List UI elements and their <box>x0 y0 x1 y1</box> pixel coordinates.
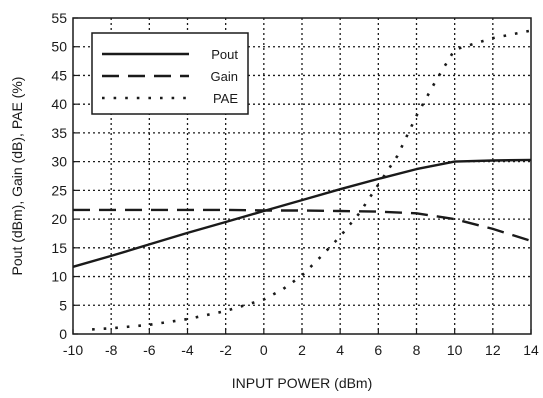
x-tick-label: 8 <box>413 342 421 358</box>
y-tick-label: 30 <box>51 154 67 170</box>
x-tick-label: 10 <box>447 342 463 358</box>
x-tick-label: 12 <box>485 342 501 358</box>
x-tick-label: -10 <box>63 342 83 358</box>
x-tick-label: -4 <box>181 342 194 358</box>
x-tick-label: 2 <box>298 342 306 358</box>
pout-line <box>72 158 532 268</box>
x-tick-label: -8 <box>105 342 118 358</box>
x-axis-title: INPUT POWER (dBm) <box>232 375 373 391</box>
y-tick-label: 45 <box>51 67 67 83</box>
x-tick-label: 14 <box>523 342 539 358</box>
x-tick-label: 6 <box>374 342 382 358</box>
legend-label-pae: PAE <box>213 91 238 106</box>
y-tick-label: 20 <box>51 211 67 227</box>
x-tick-label: 4 <box>336 342 344 358</box>
legend-label-pout: Pout <box>211 47 238 62</box>
series-pout <box>72 158 532 268</box>
y-tick-label: 10 <box>51 269 67 285</box>
y-tick-label: 0 <box>59 326 67 342</box>
legend-box <box>91 32 249 115</box>
y-axis-title: Pout (dBm), Gain (dB), PAE (%) <box>9 77 25 276</box>
series-layer <box>72 29 532 331</box>
x-tick-label: -6 <box>143 342 156 358</box>
x-tick-label: -2 <box>219 342 232 358</box>
legend-label-gain: Gain <box>211 69 238 84</box>
y-tick-label: 25 <box>51 182 67 198</box>
y-tick-label: 50 <box>51 39 67 55</box>
axis-ticks: -10 -8 -6 -4 -2 0 2 4 6 8 10 12 14 0 5 10 15 20 25 30 35 40 45… <box>51 10 539 358</box>
y-tick-label: 55 <box>51 10 67 26</box>
y-tick-label: 40 <box>51 96 67 112</box>
x-tick-label: 0 <box>260 342 268 358</box>
legend: Pout Gain PAE <box>91 32 249 115</box>
y-tick-label: 35 <box>51 125 67 141</box>
y-tick-label: 15 <box>51 240 67 256</box>
y-tick-label: 5 <box>59 297 67 313</box>
